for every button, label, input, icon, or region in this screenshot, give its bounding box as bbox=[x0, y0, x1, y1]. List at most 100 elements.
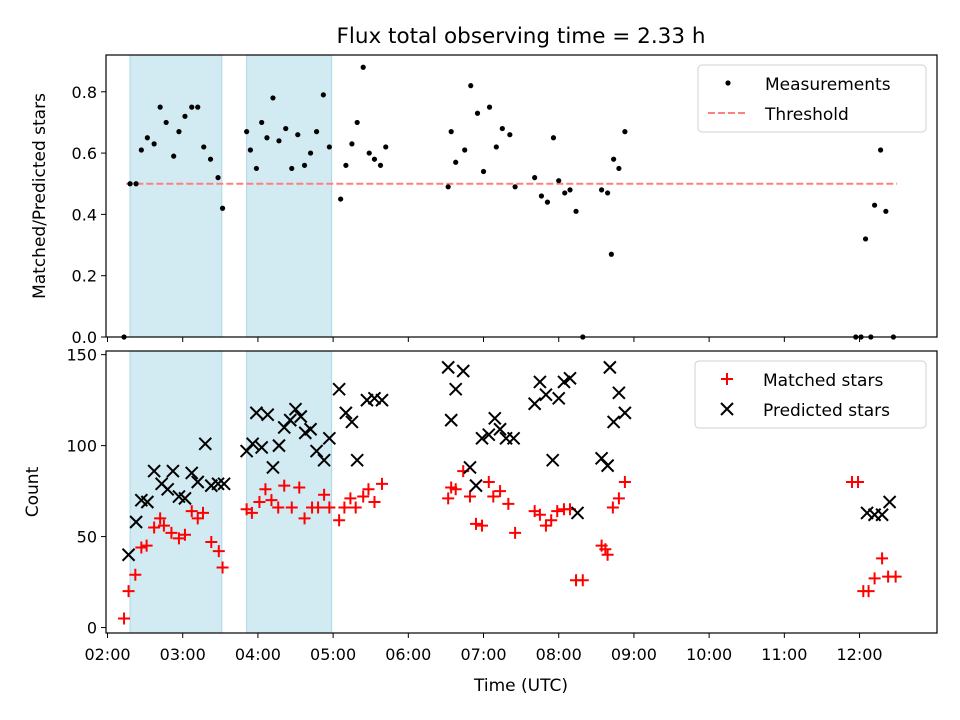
measurement-point bbox=[512, 184, 518, 190]
measurement-point bbox=[219, 205, 226, 211]
predicted-star-point bbox=[441, 360, 455, 375]
predicted-star-point bbox=[469, 478, 483, 493]
legend-predicted-marker bbox=[720, 402, 734, 416]
measurement-point bbox=[259, 119, 265, 126]
bottom-legend-box bbox=[694, 360, 927, 429]
top-y-axis-label: Matched/Predicted stars bbox=[30, 93, 50, 299]
top-y-tick-label: 0.6 bbox=[72, 144, 97, 163]
matched-star-point bbox=[442, 492, 455, 505]
matched-star-point bbox=[862, 585, 875, 598]
predicted-star-point bbox=[557, 375, 571, 389]
bottom-axes-frame bbox=[105, 350, 938, 634]
measurement-point bbox=[453, 159, 459, 165]
matched-star-point bbox=[533, 508, 546, 521]
matched-star-point bbox=[606, 501, 619, 514]
top-legend: Measurements Threshold bbox=[697, 64, 927, 133]
measurement-point bbox=[448, 129, 454, 135]
measurement-point bbox=[253, 165, 260, 172]
predicted-star-point bbox=[254, 440, 269, 455]
matched-star-point bbox=[278, 479, 291, 492]
matched-star-point bbox=[349, 501, 362, 514]
predicted-star-point bbox=[121, 548, 136, 562]
predicted-star-point bbox=[570, 506, 585, 520]
predicted-star-point bbox=[211, 477, 225, 491]
measurement-point bbox=[383, 144, 389, 150]
measurement-point bbox=[326, 144, 332, 150]
matched-star-point bbox=[362, 483, 375, 496]
predicted-star-point bbox=[546, 453, 560, 467]
predicted-star-point bbox=[185, 466, 199, 480]
predicted-star-point bbox=[882, 495, 897, 509]
predicted-star-point bbox=[178, 491, 192, 506]
top-legend-box bbox=[697, 64, 927, 133]
matched-star-point bbox=[272, 501, 285, 514]
predicted-star-point bbox=[317, 453, 331, 467]
matched-star-point bbox=[165, 526, 178, 539]
matched-star-point bbox=[129, 568, 142, 581]
predicted-star-point bbox=[506, 431, 521, 446]
measurement-point bbox=[550, 135, 557, 141]
predicted-star-point bbox=[563, 371, 577, 385]
bottom-shaded-interval bbox=[246, 350, 333, 634]
measurement-point bbox=[207, 156, 214, 162]
top-panel: 0.00.20.40.60.8 Matched/Predicted stars … bbox=[30, 54, 938, 347]
matched-star-point bbox=[612, 492, 625, 505]
matched-stars-points bbox=[118, 465, 902, 625]
top-y-tick-label: 0.4 bbox=[72, 205, 97, 224]
predicted-star-point bbox=[217, 477, 231, 491]
matched-star-point bbox=[216, 561, 229, 574]
bottom-y-tick-label: 0 bbox=[87, 619, 97, 638]
matched-star-point bbox=[576, 574, 589, 587]
predicted-star-point bbox=[249, 406, 264, 420]
predicted-star-point bbox=[322, 431, 337, 446]
measurement-point bbox=[468, 83, 474, 89]
bottom-y-tick-label: 100 bbox=[66, 437, 97, 456]
measurement-point bbox=[871, 202, 878, 208]
predicted-star-point bbox=[600, 458, 615, 473]
measurement-point bbox=[567, 187, 573, 193]
measurement-point bbox=[474, 110, 481, 116]
matched-star-point bbox=[253, 496, 266, 509]
matched-star-point bbox=[154, 512, 167, 525]
matched-star-point bbox=[293, 481, 306, 494]
x-tick-label: 02:00 bbox=[84, 645, 130, 664]
matched-star-point bbox=[259, 483, 272, 496]
matched-star-point bbox=[482, 475, 495, 488]
x-tick-label: 11:00 bbox=[761, 645, 807, 664]
matched-star-point bbox=[545, 514, 558, 527]
x-tick-label: 07:00 bbox=[460, 645, 506, 664]
bottom-y-axis-label: Count bbox=[23, 466, 43, 517]
matched-star-point bbox=[148, 521, 161, 534]
measurement-point bbox=[244, 129, 250, 135]
measurement-point bbox=[538, 193, 545, 199]
measurement-point bbox=[360, 64, 366, 70]
matched-star-point bbox=[509, 526, 522, 539]
matched-star-point bbox=[476, 519, 489, 532]
predicted-star-point bbox=[309, 444, 324, 458]
x-tick-label: 12:00 bbox=[836, 645, 882, 664]
matched-star-point bbox=[265, 494, 278, 507]
predicted-star-point bbox=[283, 413, 297, 427]
top-y-tick-label: 0.2 bbox=[72, 267, 97, 286]
predicted-star-point bbox=[166, 464, 180, 478]
legend-predicted-label: Predicted stars bbox=[763, 401, 890, 421]
bottom-x-ticks: 02:00 03:00 04:00 05:00 06:00 07:00 08:00 09:00… bbox=[84, 633, 883, 664]
predicted-star-point bbox=[160, 482, 175, 496]
chart-title: Flux total observing time = 2.33 h bbox=[337, 24, 706, 49]
predicted-star-point bbox=[260, 407, 275, 422]
matched-star-point bbox=[333, 514, 346, 527]
measurement-point bbox=[338, 196, 344, 202]
matched-star-point bbox=[323, 501, 336, 514]
predicted-star-point bbox=[140, 495, 155, 509]
measurement-point bbox=[163, 119, 169, 126]
x-tick-label: 09:00 bbox=[611, 645, 657, 664]
matched-star-point bbox=[344, 492, 357, 505]
predicted-star-point bbox=[552, 391, 566, 406]
predicted-star-point bbox=[245, 437, 260, 451]
matched-star-point bbox=[245, 506, 258, 519]
predicted-star-point bbox=[129, 515, 143, 529]
matched-star-point bbox=[868, 572, 881, 585]
measurement-point bbox=[283, 125, 289, 132]
measurement-point bbox=[486, 104, 493, 110]
top-y-tick-label: 0.8 bbox=[72, 83, 97, 102]
